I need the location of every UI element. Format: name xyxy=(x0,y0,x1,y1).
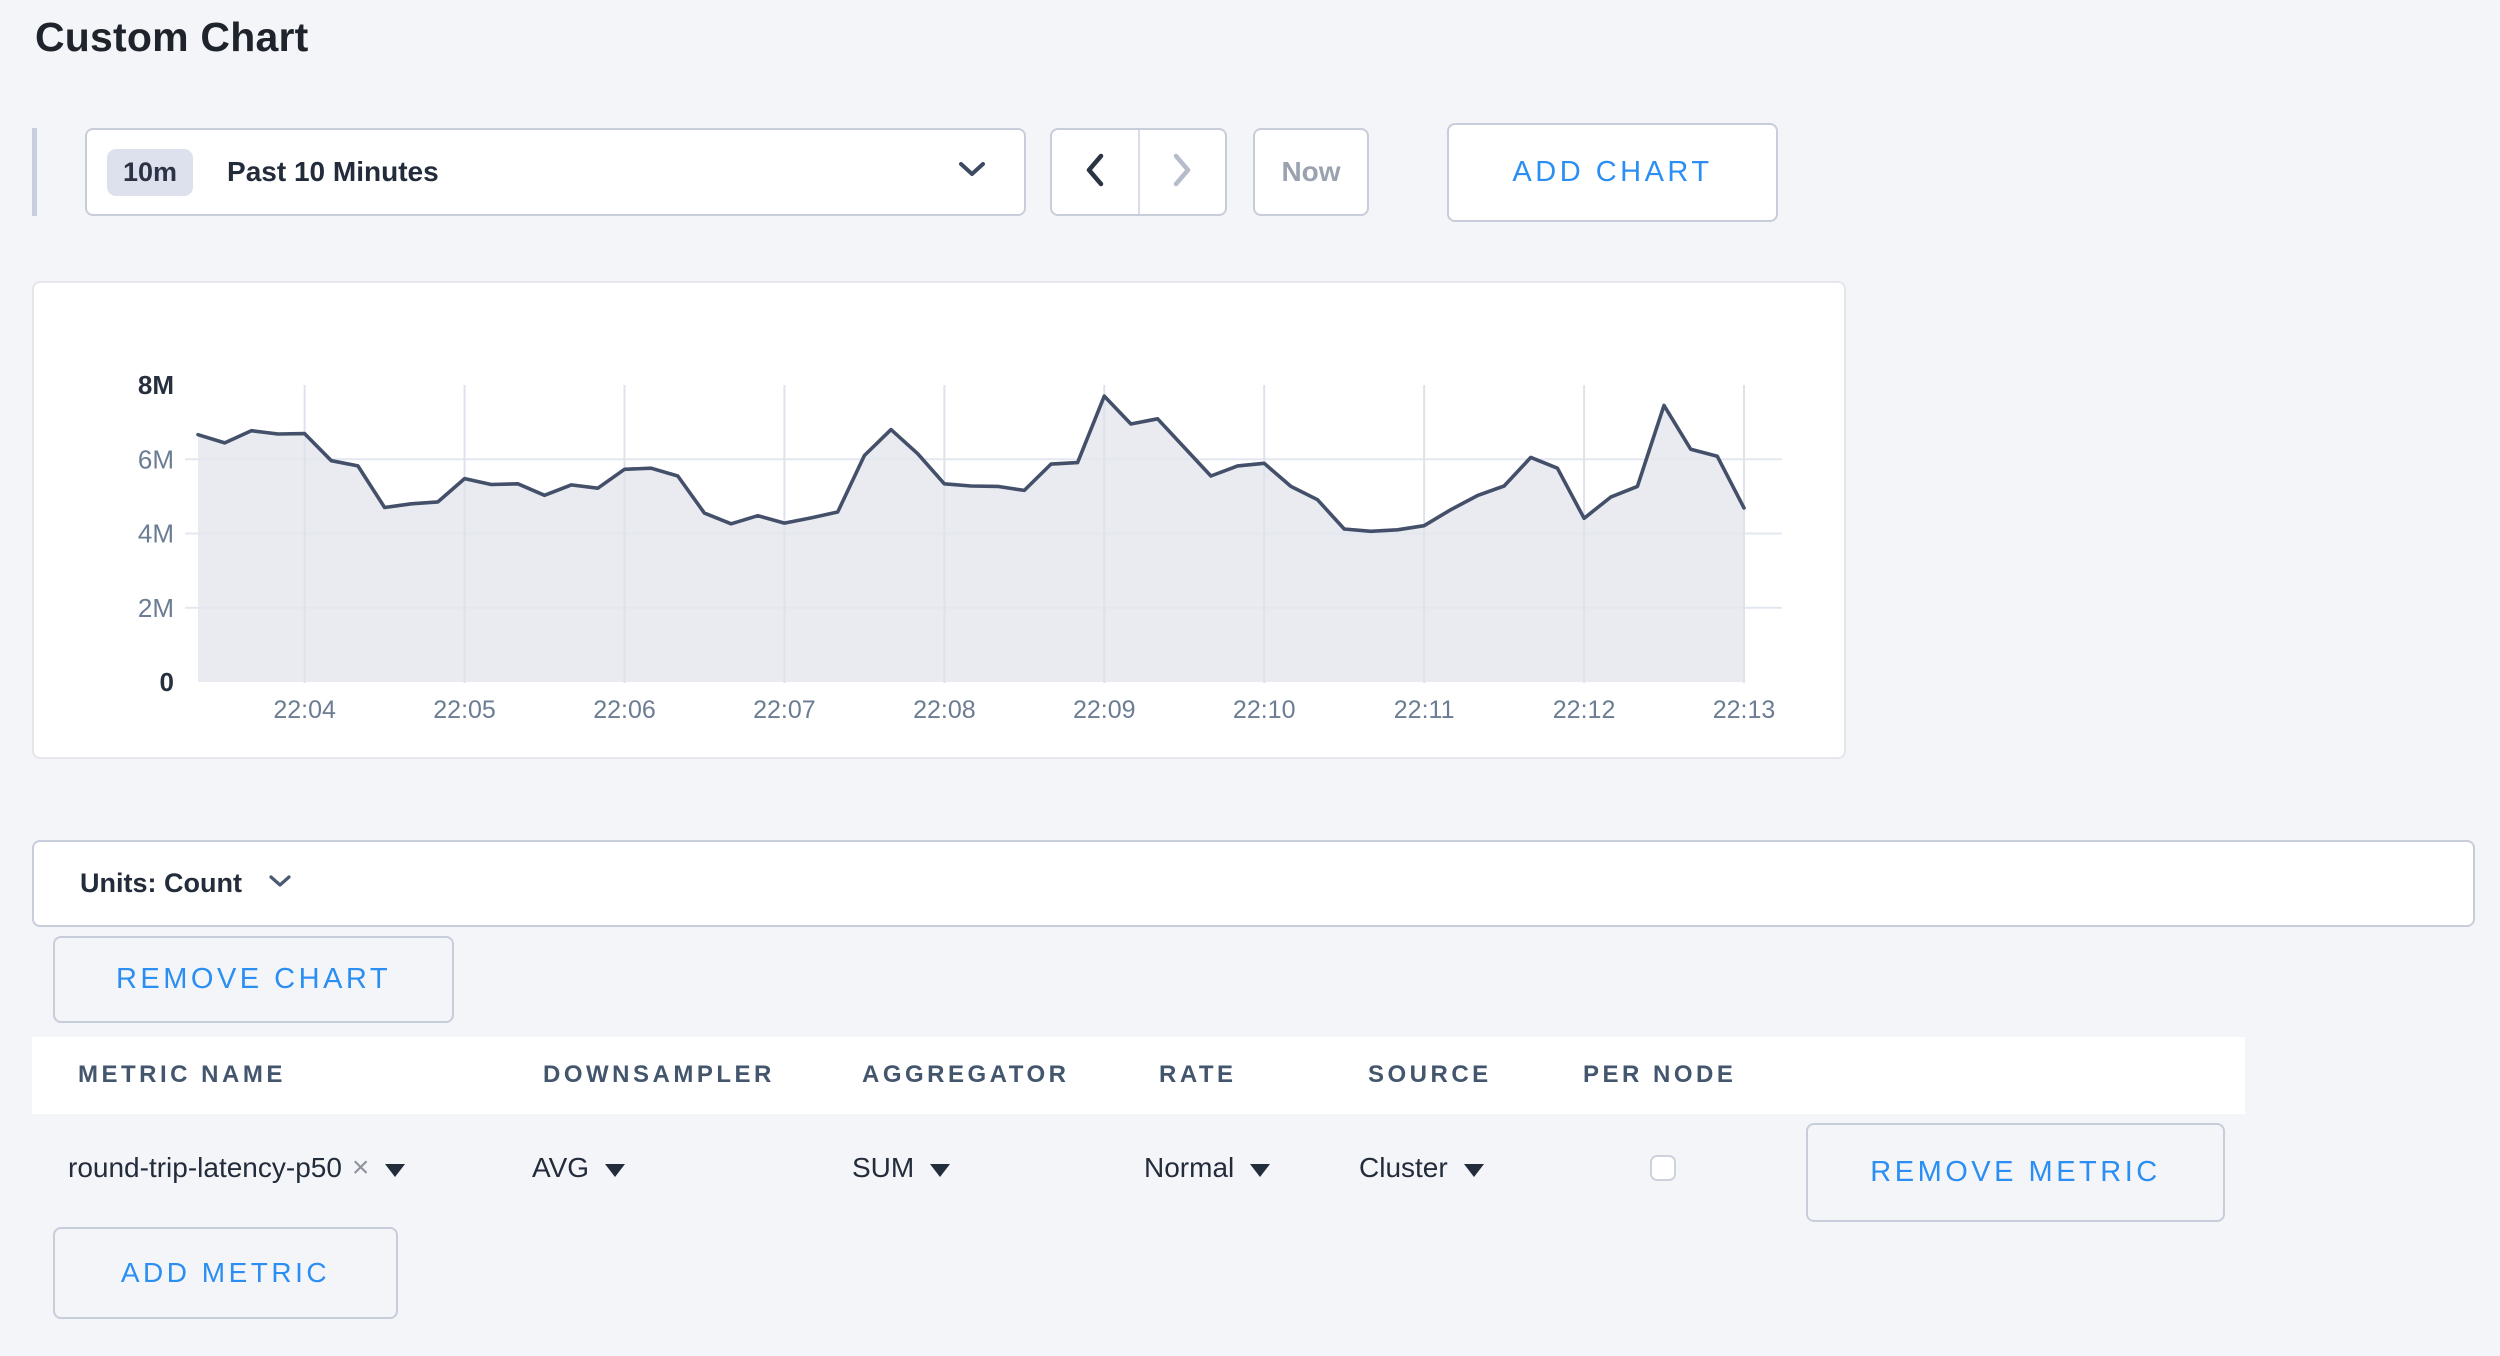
svg-text:22:09: 22:09 xyxy=(1073,696,1136,724)
chevron-right-icon xyxy=(1169,152,1195,193)
source-select[interactable]: Cluster xyxy=(1359,1113,1484,1223)
downsampler-value: AVG xyxy=(532,1152,590,1183)
chart-card: 8M 6M 4M 2M 0 22:04 22:05 22:06 22:07 22:08 22:09 2… xyxy=(32,281,1846,759)
triangle-down-icon xyxy=(930,1163,951,1177)
units-dropdown[interactable]: Units: Count xyxy=(32,840,2475,927)
metric-name-value: round-trip-latency-p50 xyxy=(68,1152,342,1183)
aggregator-value: SUM xyxy=(852,1152,915,1183)
clear-metric-icon[interactable]: × xyxy=(351,1151,370,1184)
column-header-downsampler: DOWNSAMPLER xyxy=(543,1061,775,1088)
svg-text:2M: 2M xyxy=(138,593,174,623)
remove-chart-button[interactable]: REMOVE CHART xyxy=(53,936,454,1023)
svg-text:22:04: 22:04 xyxy=(273,696,336,724)
svg-text:22:10: 22:10 xyxy=(1233,696,1296,724)
metric-chart-svg: 8M 6M 4M 2M 0 22:04 22:05 22:06 22:07 22:08 22:09 2… xyxy=(138,370,1782,724)
svg-text:22:08: 22:08 xyxy=(913,696,976,724)
source-value: Cluster xyxy=(1359,1152,1448,1183)
svg-text:22:05: 22:05 xyxy=(433,696,496,724)
time-range-label: Past 10 Minutes xyxy=(227,156,439,187)
units-label: Units: Count xyxy=(80,868,242,898)
prev-interval-button[interactable] xyxy=(1052,130,1138,214)
page-title: Custom Chart xyxy=(35,14,309,60)
next-interval-button[interactable] xyxy=(1140,130,1226,214)
triangle-down-icon xyxy=(1463,1163,1484,1177)
time-nav-group xyxy=(1050,128,1227,216)
time-range-accent-bar xyxy=(32,128,37,216)
svg-text:8M: 8M xyxy=(138,370,174,400)
column-header-rate: RATE xyxy=(1159,1061,1237,1088)
svg-text:22:13: 22:13 xyxy=(1713,696,1776,724)
rate-value: Normal xyxy=(1144,1152,1235,1183)
add-metric-button[interactable]: ADD METRIC xyxy=(53,1227,398,1319)
column-header-aggregator: AGGREGATOR xyxy=(862,1061,1070,1088)
triangle-down-icon xyxy=(385,1163,406,1177)
column-header-metric-name: METRIC NAME xyxy=(78,1061,286,1088)
svg-text:22:07: 22:07 xyxy=(753,696,816,724)
chevron-down-icon xyxy=(268,874,292,894)
time-range-dropdown[interactable]: 10m Past 10 Minutes xyxy=(85,128,1026,216)
time-range-badge: 10m xyxy=(107,148,194,196)
remove-metric-button[interactable]: REMOVE METRIC xyxy=(1806,1123,2225,1222)
metric-row: round-trip-latency-p50 × AVG SUM Normal … xyxy=(0,1113,2500,1223)
downsampler-select[interactable]: AVG xyxy=(532,1113,626,1223)
nav-divider xyxy=(1137,130,1140,214)
svg-text:22:12: 22:12 xyxy=(1553,696,1616,724)
chevron-down-icon xyxy=(958,161,986,184)
triangle-down-icon xyxy=(1250,1163,1271,1177)
metric-name-select[interactable]: round-trip-latency-p50 × xyxy=(68,1113,406,1223)
per-node-checkbox[interactable] xyxy=(1650,1155,1676,1181)
column-header-source: SOURCE xyxy=(1368,1061,1492,1088)
column-header-per-node: PER NODE xyxy=(1583,1061,1737,1088)
rate-select[interactable]: Normal xyxy=(1144,1113,1271,1223)
triangle-down-icon xyxy=(605,1163,626,1177)
svg-text:4M: 4M xyxy=(138,519,174,549)
svg-text:22:11: 22:11 xyxy=(1394,696,1455,724)
aggregator-select[interactable]: SUM xyxy=(852,1113,951,1223)
now-button[interactable]: Now xyxy=(1253,128,1369,216)
metric-table-header: METRIC NAME DOWNSAMPLER AGGREGATOR RATE … xyxy=(32,1037,2245,1114)
add-chart-button[interactable]: ADD CHART xyxy=(1447,123,1778,222)
svg-text:0: 0 xyxy=(160,667,174,697)
svg-text:6M: 6M xyxy=(138,444,174,474)
chevron-left-icon xyxy=(1082,152,1108,193)
svg-text:22:06: 22:06 xyxy=(593,696,656,724)
